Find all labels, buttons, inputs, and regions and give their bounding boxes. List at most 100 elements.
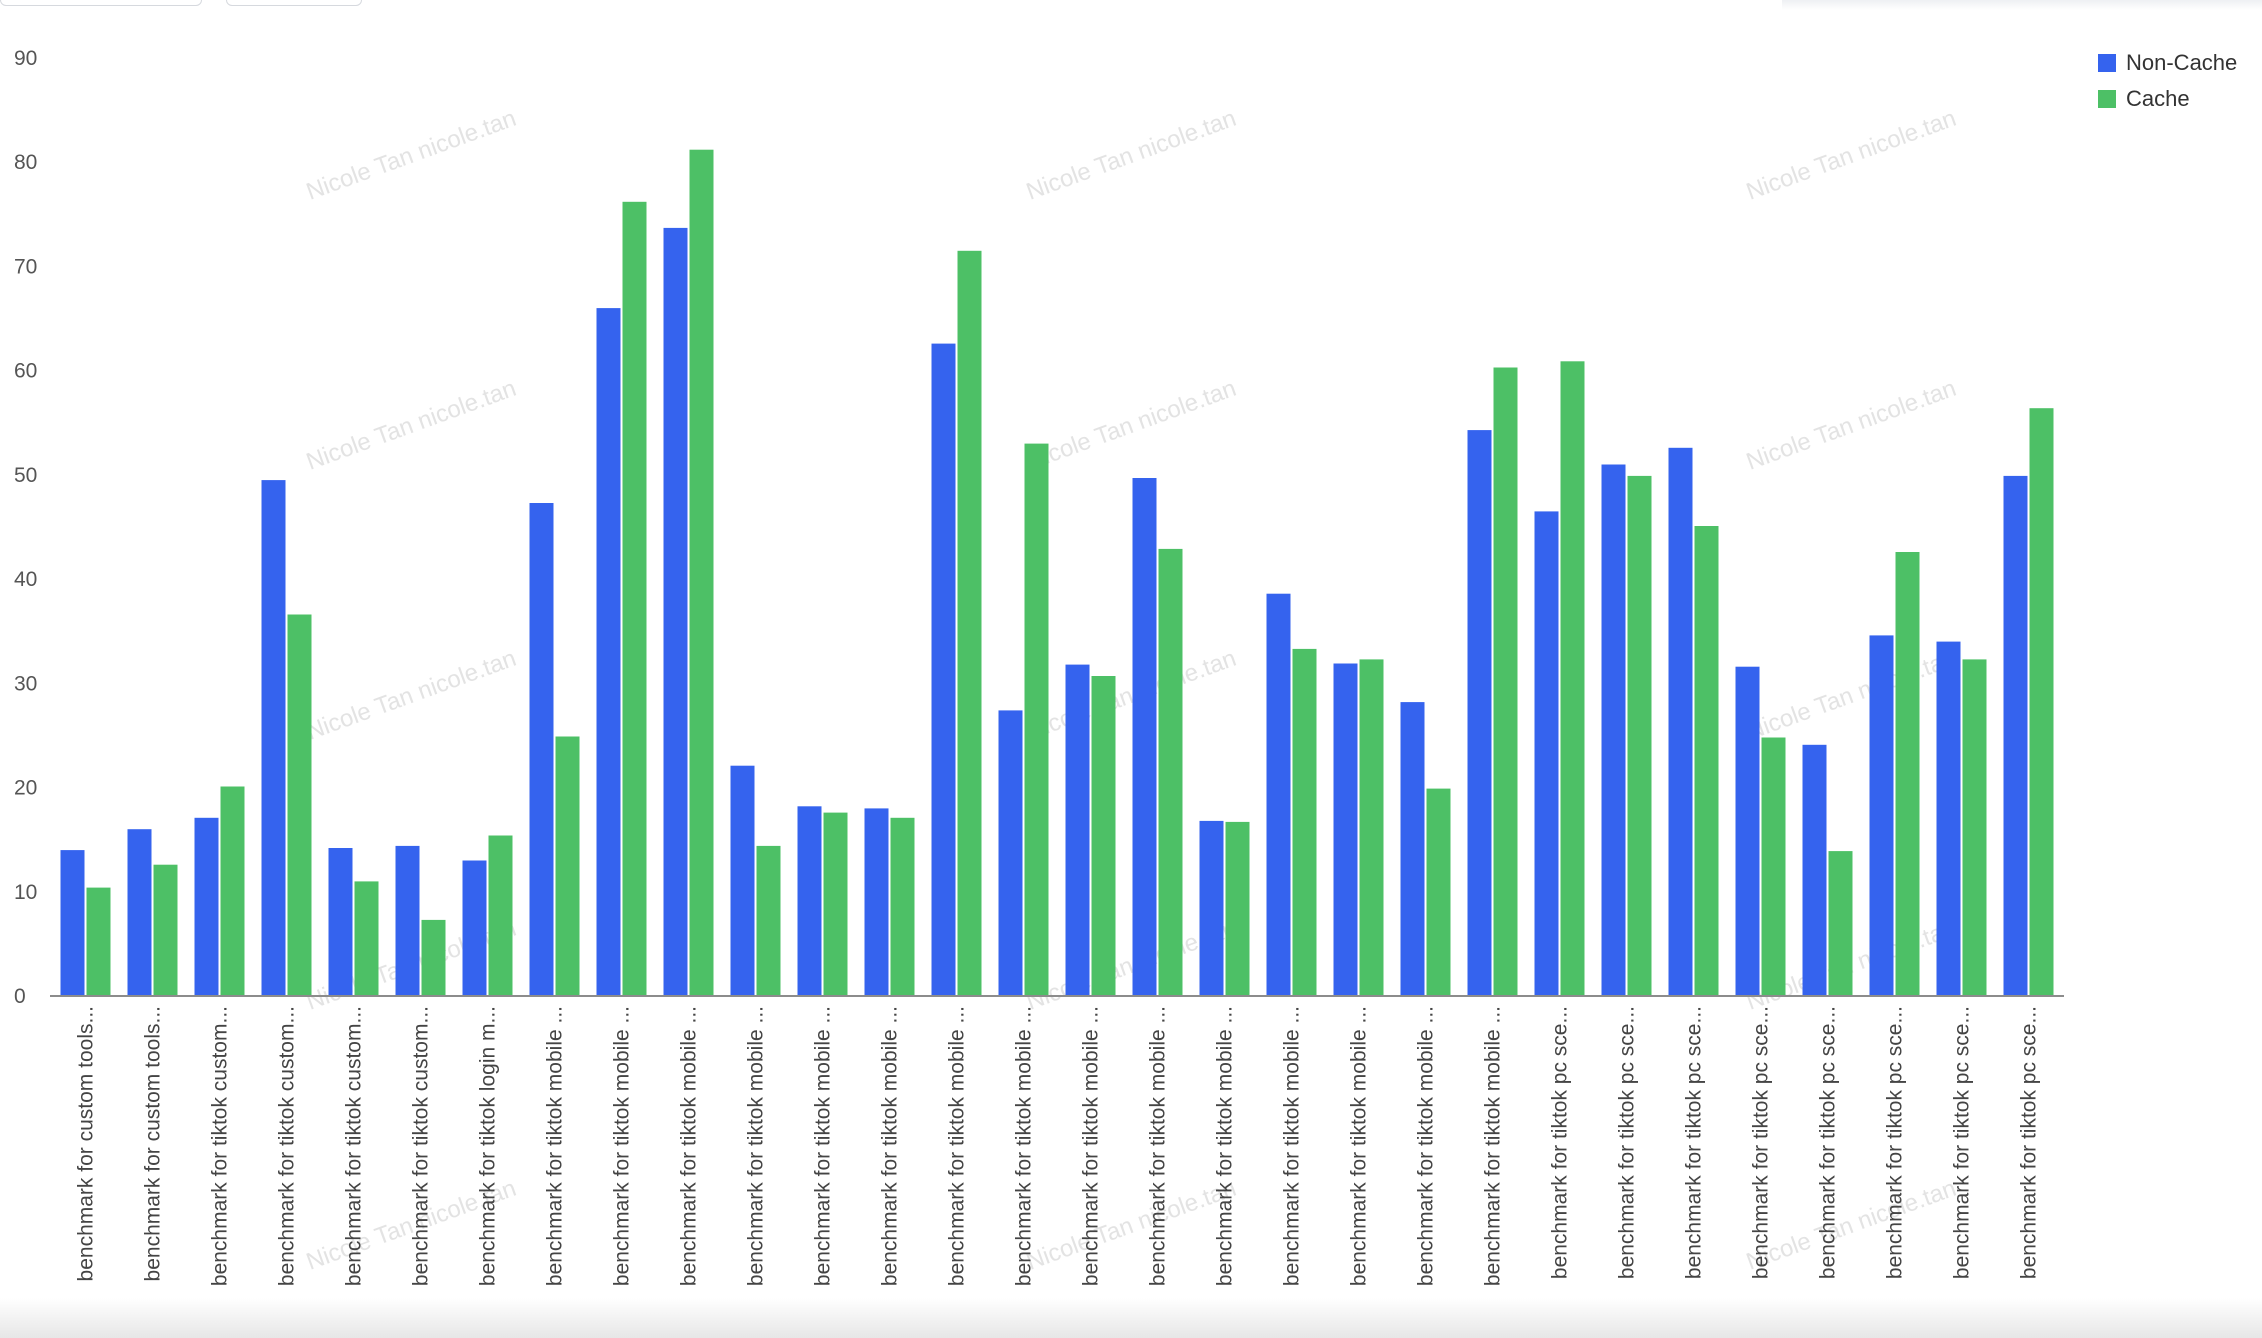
bar-non-cache <box>194 817 219 996</box>
bar-cache <box>2029 408 2054 996</box>
legend-swatch <box>2098 54 2116 72</box>
bar-cache <box>1962 659 1987 996</box>
y-axis: 0 10 20 30 40 50 60 70 80 90 <box>14 47 37 1008</box>
bar-non-cache <box>596 308 621 997</box>
x-tick-label: benchmark for tiktok mobile ... <box>1214 1006 1237 1286</box>
watermark-text: Nicole Tan nicole.tan <box>1023 1175 1240 1276</box>
y-tick-label: 20 <box>14 777 37 800</box>
x-tick-label: benchmark for tiktok mobile ... <box>745 1006 768 1286</box>
watermark-text: Nicole Tan nicole.tan <box>303 645 520 746</box>
y-tick-label: 30 <box>14 672 37 695</box>
bar-cache <box>1895 552 1920 996</box>
x-tick-label: benchmark for custom tools... <box>142 1006 165 1281</box>
legend: Non-Cache Cache <box>2098 50 2237 111</box>
watermark-text: Nicole Tan nicole.tan <box>303 375 520 476</box>
x-tick-label: benchmark for tiktok mobile ... <box>1147 1006 1170 1286</box>
x-tick-label: benchmark for tiktok mobile ... <box>544 1006 567 1286</box>
bar-non-cache <box>60 850 85 996</box>
bar-non-cache <box>127 829 152 996</box>
watermark-text: Nicole Tan nicole.tan <box>1023 105 1240 206</box>
x-tick-label: benchmark for tiktok mobile ... <box>678 1006 701 1286</box>
x-tick-label: benchmark for tiktok pc sce... <box>1951 1006 1974 1279</box>
x-tick-label: benchmark for tiktok custom... <box>410 1006 433 1286</box>
bar-cache <box>1359 659 1384 996</box>
bar-non-cache <box>797 806 822 996</box>
bar-non-cache <box>328 848 353 996</box>
bar-cache <box>86 887 111 996</box>
x-tick-label: benchmark for tiktok mobile ... <box>1013 1006 1036 1286</box>
bar-cache <box>1091 676 1116 996</box>
bar-cache <box>1158 548 1183 996</box>
x-axis-labels: benchmark for custom tools... benchmark f… <box>75 1006 2041 1286</box>
x-tick-label: benchmark for tiktok pc sce... <box>1817 1006 1840 1279</box>
bar-non-cache <box>931 343 956 997</box>
y-tick-label: 80 <box>14 151 37 174</box>
bar-cache <box>957 250 982 997</box>
bar-cache <box>1493 367 1518 996</box>
bar-cache <box>488 835 513 996</box>
x-tick-label: benchmark for tiktok pc sce... <box>1549 1006 1572 1279</box>
x-tick-label: benchmark for tiktok mobile ... <box>946 1006 969 1286</box>
top-right-panel <box>1782 0 2262 10</box>
y-tick-label: 60 <box>14 360 37 383</box>
x-tick-label: benchmark for tiktok mobile ... <box>1080 1006 1103 1286</box>
y-tick-label: 10 <box>14 881 37 904</box>
bar-non-cache <box>1199 820 1224 996</box>
bar-cache <box>421 919 446 996</box>
bar-cache <box>287 614 312 996</box>
x-tick-label: benchmark for tiktok mobile ... <box>1482 1006 1505 1286</box>
y-tick-label: 90 <box>14 47 37 70</box>
bar-non-cache <box>395 845 420 996</box>
watermark-text: Nicole Tan nicole.tan <box>1743 105 1960 206</box>
bar-non-cache <box>663 227 688 996</box>
legend-label: Cache <box>2126 86 2190 111</box>
watermark-text: Nicole Tan nicole.tan <box>1023 375 1240 476</box>
top-toolbar <box>0 0 2262 10</box>
bar-cache <box>1761 737 1786 996</box>
watermark-text: Nicole Tan nicole.tan <box>303 105 520 206</box>
bar-cache <box>756 845 781 996</box>
x-tick-label: benchmark for tiktok mobile ... <box>611 1006 634 1286</box>
y-tick-label: 40 <box>14 568 37 591</box>
bar-non-cache <box>864 808 889 996</box>
y-tick-label: 70 <box>14 255 37 278</box>
bar-non-cache <box>1802 744 1827 996</box>
x-tick-label: benchmark for tiktok mobile ... <box>1415 1006 1438 1286</box>
bars-layer <box>60 149 2054 997</box>
bar-non-cache <box>1601 464 1626 996</box>
legend-label: Non-Cache <box>2126 50 2237 75</box>
x-tick-label: benchmark for tiktok login m... <box>477 1006 500 1286</box>
bar-cache <box>823 812 848 996</box>
x-tick-label: benchmark for tiktok mobile ... <box>1281 1006 1304 1286</box>
bar-cache <box>1694 526 1719 996</box>
bar-non-cache <box>730 765 755 996</box>
bar-non-cache <box>261 480 286 997</box>
watermark-text: Nicole Tan nicole.tan <box>1743 1175 1960 1276</box>
bar-non-cache <box>462 860 487 996</box>
bar-cache <box>354 881 379 996</box>
bar-cache <box>1426 788 1451 996</box>
bar-cache <box>153 864 178 996</box>
y-tick-label: 0 <box>14 985 26 1008</box>
bar-non-cache <box>1467 430 1492 997</box>
bar-non-cache <box>2003 475 2028 996</box>
bar-cache <box>1560 361 1585 996</box>
x-tick-label: benchmark for tiktok custom... <box>276 1006 299 1286</box>
x-tick-label: benchmark for tiktok pc sce... <box>1683 1006 1706 1279</box>
y-tick-label: 50 <box>14 464 37 487</box>
bar-cache <box>689 149 714 996</box>
bar-cache <box>1225 821 1250 996</box>
bar-cache <box>555 736 580 996</box>
bar-cache <box>1627 475 1652 996</box>
x-tick-label: benchmark for tiktok pc sce... <box>1884 1006 1907 1279</box>
bar-non-cache <box>1400 702 1425 996</box>
bar-non-cache <box>529 503 554 996</box>
bar-cache <box>1828 851 1853 996</box>
bar-non-cache <box>1266 593 1291 996</box>
bar-non-cache <box>1936 641 1961 996</box>
legend-swatch <box>2098 90 2116 108</box>
bar-non-cache <box>1065 664 1090 996</box>
x-tick-label: benchmark for tiktok pc sce... <box>2018 1006 2041 1279</box>
bar-non-cache <box>1333 663 1358 996</box>
